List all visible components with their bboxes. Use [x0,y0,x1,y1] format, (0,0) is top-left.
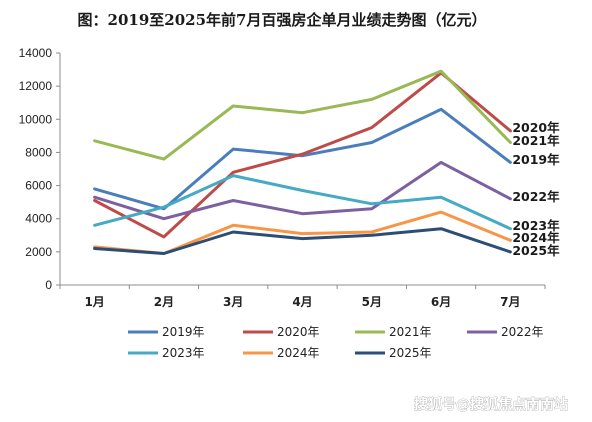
legend-label: 2021年 [389,325,432,339]
end-label: 2019年 [512,152,560,167]
y-tick-label: 14000 [19,46,53,60]
y-tick-label: 12000 [19,79,53,93]
watermark-text: 搜狐号@搜狐焦点南南站 [414,396,568,413]
series-line-2023年 [93,174,512,231]
series-line-2022年 [93,160,512,221]
legend-label: 2025年 [389,346,432,360]
legend-label: 2023年 [162,346,205,360]
chart-axes: 0 2000 4000 6000 8000 10000 12000 14000 1月 2月 3月 4月… [19,46,546,309]
series-line-2019年 [93,107,512,211]
legend-label: 2022年 [501,325,544,339]
end-label: 2021年 [512,133,560,148]
legend-label: 2019年 [162,325,205,339]
end-label: 2020年 [512,120,560,135]
chart-legend: 2019年 2020年 2021年 2022年 2023年 2024年 2025年 [128,325,544,360]
series-line-2025年 [93,227,512,255]
x-tick-label: 7月 [500,295,520,309]
y-tick-label: 6000 [25,179,52,193]
chart-title: 图：2019至2025年前7月百强房企单月业绩走势图（亿元） [78,11,487,29]
x-tick-label: 2月 [154,295,174,309]
chart-series-lines [93,69,512,255]
legend-label: 2020年 [277,325,320,339]
series-line-2021年 [93,69,512,161]
x-tick-label: 3月 [223,295,243,309]
y-tick-label: 0 [45,278,52,292]
y-tick-label: 2000 [25,245,52,259]
x-tick-label: 5月 [362,295,382,309]
end-label: 2024年 [512,230,560,245]
legend-label: 2024年 [277,346,320,360]
x-tick-label: 4月 [292,295,312,309]
end-label: 2022年 [512,189,560,204]
y-tick-label: 8000 [25,145,52,159]
y-tick-label: 4000 [25,212,52,226]
end-label: 2023年 [512,218,560,233]
end-label: 2025年 [512,243,560,258]
y-tick-label: 10000 [19,112,53,126]
x-tick-label: 1月 [84,295,104,309]
x-tick-label: 6月 [431,295,451,309]
